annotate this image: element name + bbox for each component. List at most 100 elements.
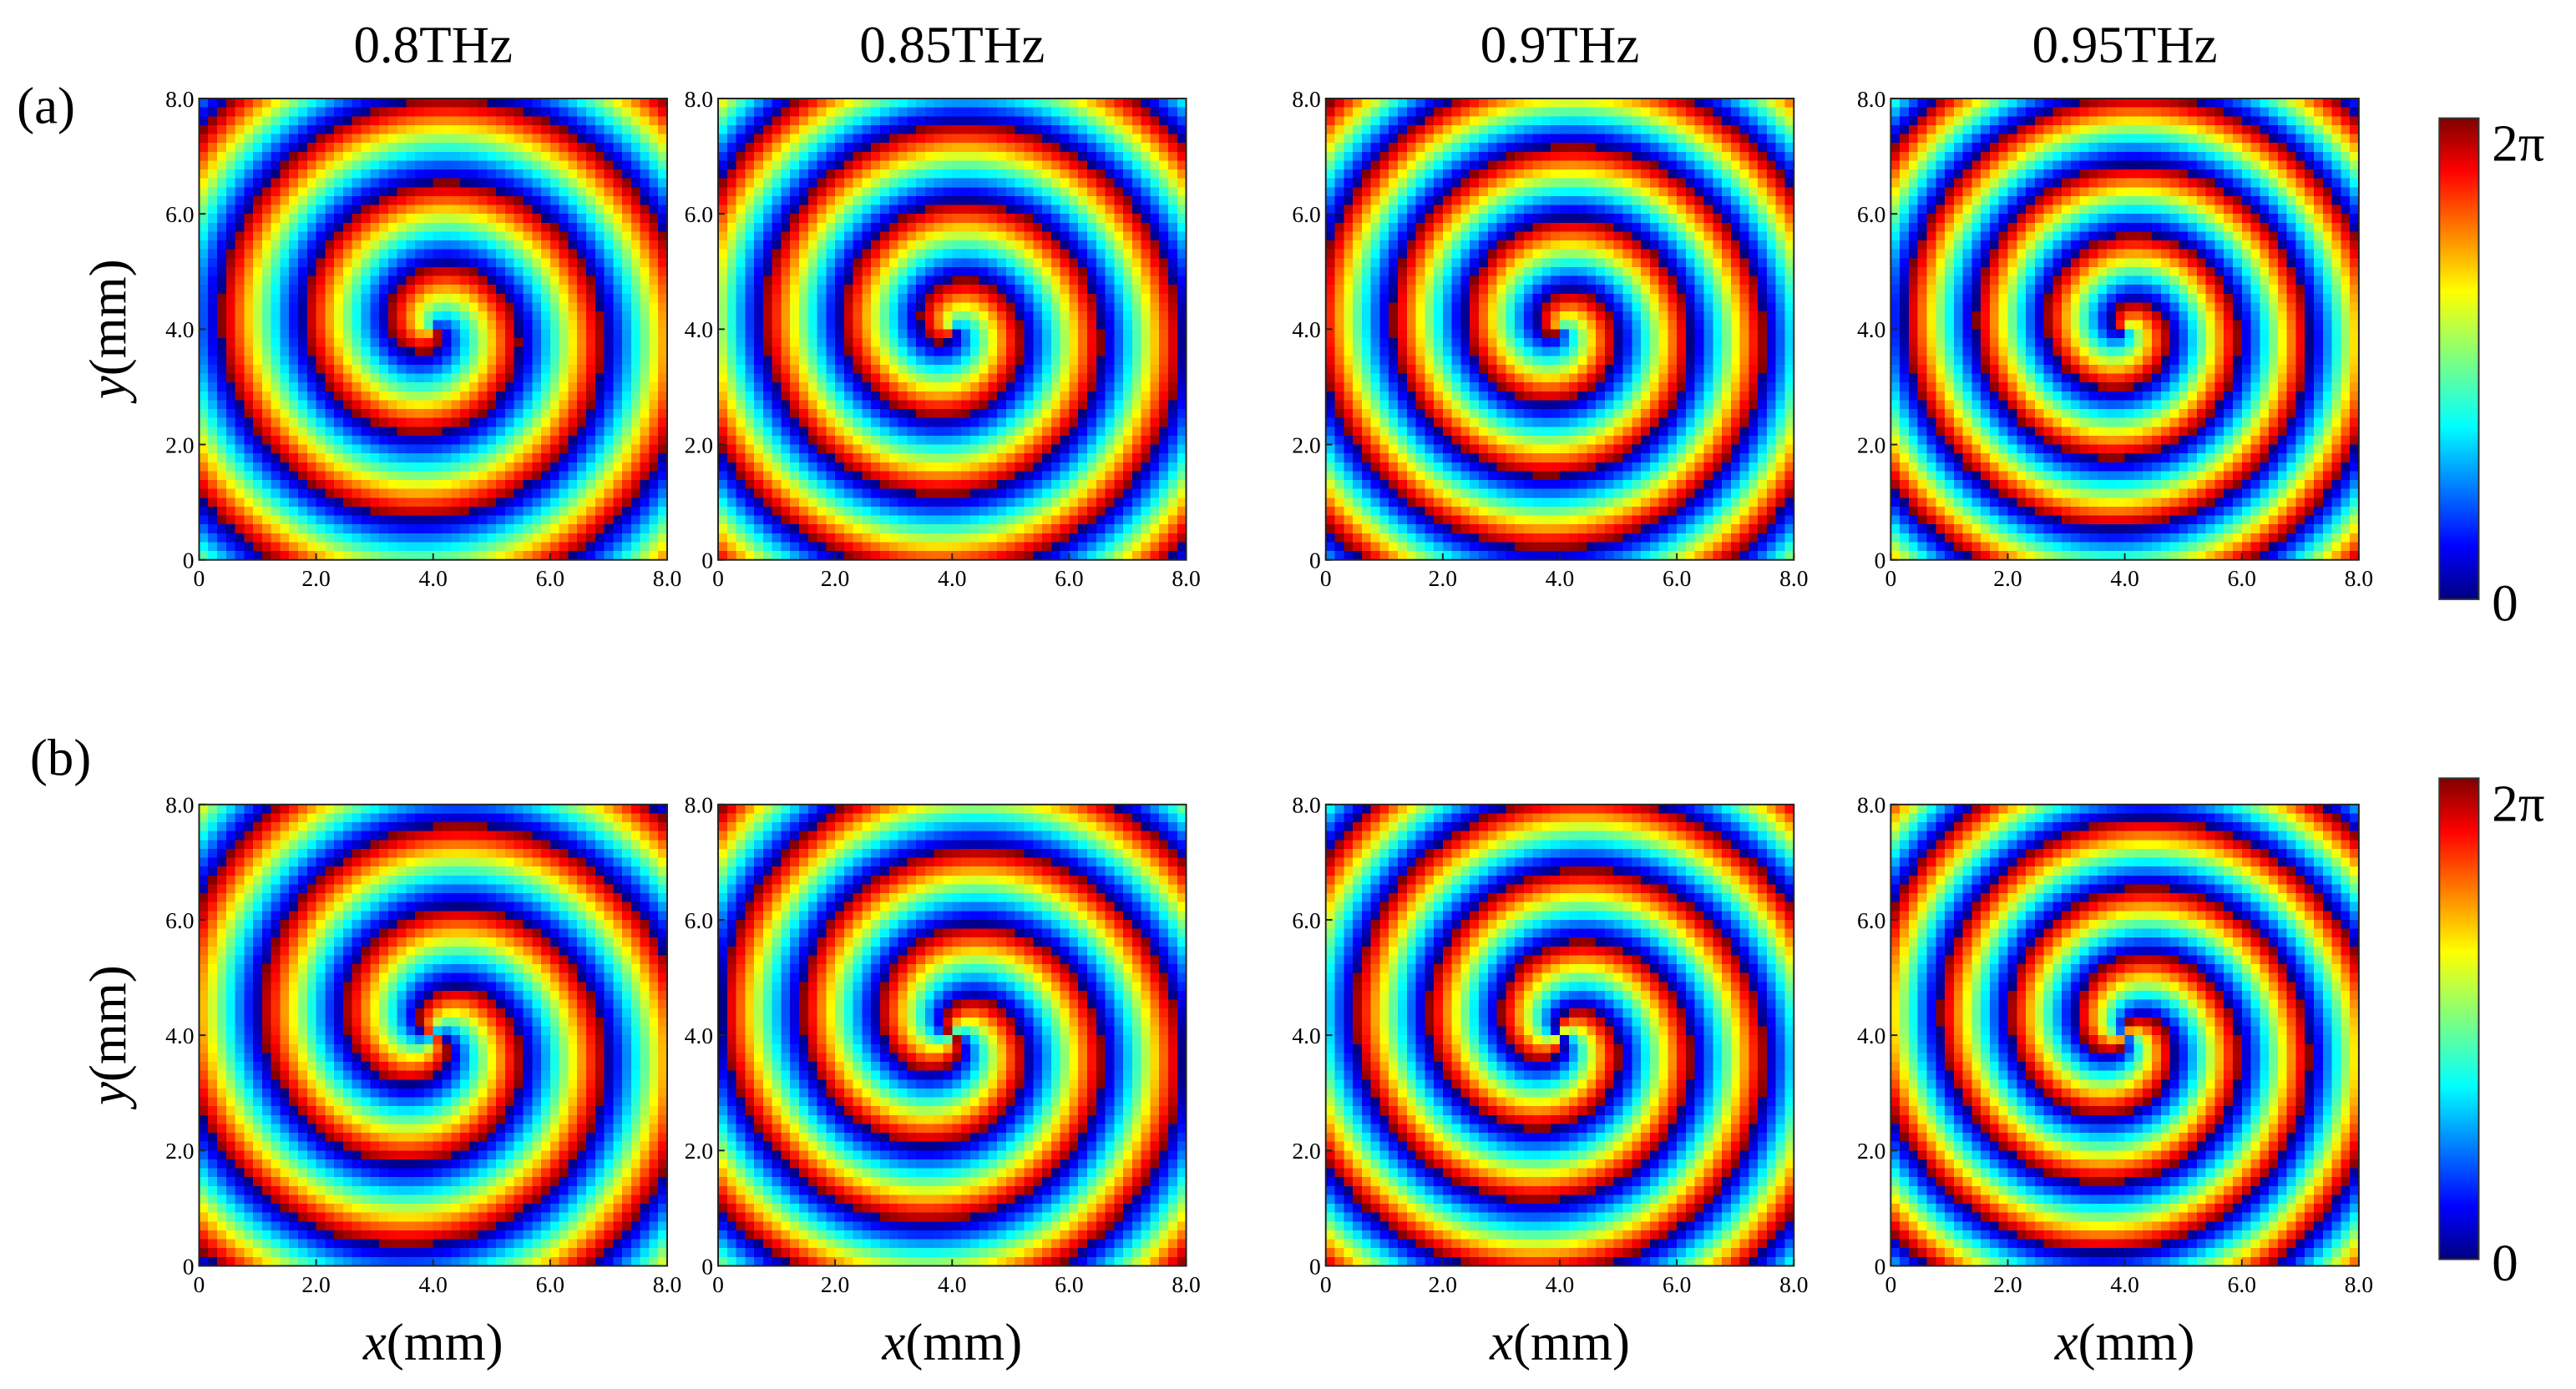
phase-pixel	[586, 462, 596, 472]
phase-pixel	[613, 489, 623, 498]
phase-pixel	[871, 143, 881, 152]
phase-pixel	[316, 462, 326, 472]
phase-pixel	[817, 179, 827, 188]
phase-pixel	[880, 187, 890, 196]
phase-pixel	[613, 179, 623, 188]
phase-pixel	[952, 365, 962, 374]
phase-pixel	[406, 223, 416, 232]
phase-pixel	[451, 542, 461, 551]
phase-pixel	[943, 489, 953, 498]
phase-pixel	[379, 214, 389, 223]
phase-pixel	[997, 187, 1007, 196]
phase-pixel	[487, 382, 497, 391]
phase-pixel	[361, 453, 371, 462]
phase-pixel	[1060, 276, 1070, 285]
phase-pixel	[298, 108, 308, 117]
phase-pixel	[406, 445, 416, 454]
phase-pixel	[244, 134, 254, 144]
phase-pixel	[970, 338, 980, 347]
phase-pixel	[1096, 436, 1106, 445]
phase-pixel	[586, 160, 596, 169]
phase-pixel	[772, 240, 782, 250]
phase-pixel	[1015, 516, 1025, 525]
phase-pixel	[853, 152, 863, 161]
phase-pixel	[880, 311, 890, 321]
phase-pixel	[790, 231, 800, 240]
phase-pixel	[817, 294, 827, 303]
phase-pixel	[649, 356, 659, 365]
phase-pixel	[577, 436, 587, 445]
phase-pixel	[424, 160, 434, 169]
phase-pixel	[424, 453, 434, 462]
phase-pixel	[460, 391, 470, 401]
phase-pixel	[217, 152, 227, 161]
phase-pixel	[763, 382, 773, 391]
phase-pixel	[916, 462, 926, 472]
phase-pixel	[907, 302, 917, 311]
column-title: 0.8THz	[353, 16, 513, 74]
phase-pixel	[745, 374, 755, 383]
phase-pixel	[649, 125, 659, 134]
phase-pixel	[835, 391, 845, 401]
phase-pixel	[781, 480, 791, 489]
phase-pixel	[835, 356, 845, 365]
phase-pixel	[718, 302, 728, 311]
phase-pixel	[253, 427, 263, 436]
phase-pixel	[478, 321, 488, 330]
phase-pixel	[271, 179, 281, 188]
phase-pixel	[325, 533, 335, 543]
phase-pixel	[1096, 311, 1106, 321]
phase-pixel	[226, 179, 236, 188]
phase-pixel	[1106, 205, 1116, 215]
phase-pixel	[370, 453, 380, 462]
phase-pixel	[799, 462, 809, 472]
phase-pixel	[280, 374, 290, 383]
phase-pixel	[736, 453, 746, 462]
phase-pixel	[889, 205, 899, 215]
phase-pixel	[325, 471, 335, 480]
phase-pixel	[640, 329, 650, 338]
phase-pixel	[469, 365, 479, 374]
phase-pixel	[1087, 169, 1097, 179]
phase-pixel	[781, 179, 791, 188]
phase-pixel	[1033, 205, 1043, 215]
phase-pixel	[415, 489, 425, 498]
phase-pixel	[952, 98, 962, 108]
phase-pixel	[871, 409, 881, 418]
phase-pixel	[736, 116, 746, 125]
phase-pixel	[379, 356, 389, 365]
phase-pixel	[550, 152, 560, 161]
phase-pixel	[271, 98, 281, 108]
phase-pixel	[736, 231, 746, 240]
phase-pixel	[388, 231, 398, 240]
phase-pixel	[1078, 108, 1088, 117]
phase-pixel	[889, 214, 899, 223]
phase-pixel	[961, 152, 971, 161]
phase-pixel	[970, 321, 980, 330]
phase-pixel	[478, 223, 488, 232]
phase-pixel	[289, 214, 299, 223]
phase-pixel	[595, 507, 605, 516]
phase-pixel	[808, 276, 818, 285]
phase-pixel	[781, 302, 791, 311]
phase-pixel	[1015, 276, 1025, 285]
phase-pixel	[524, 498, 534, 507]
phase-pixel	[550, 365, 560, 374]
phase-pixel	[487, 214, 497, 223]
phase-pixel	[568, 143, 578, 152]
phase-pixel	[1060, 436, 1070, 445]
phase-pixel	[1015, 116, 1025, 125]
phase-pixel	[505, 108, 515, 117]
phase-pixel	[952, 400, 962, 409]
phase-pixel	[406, 285, 416, 294]
phase-pixel	[1042, 462, 1052, 472]
phase-pixel	[934, 321, 944, 330]
phase-pixel	[952, 329, 962, 338]
phase-pixel	[433, 231, 443, 240]
phase-pixel	[961, 285, 971, 294]
phase-pixel	[961, 125, 971, 134]
phase-pixel	[1060, 391, 1070, 401]
phase-pixel	[451, 516, 461, 525]
phase-pixel	[916, 231, 926, 240]
phase-pixel	[880, 98, 890, 108]
